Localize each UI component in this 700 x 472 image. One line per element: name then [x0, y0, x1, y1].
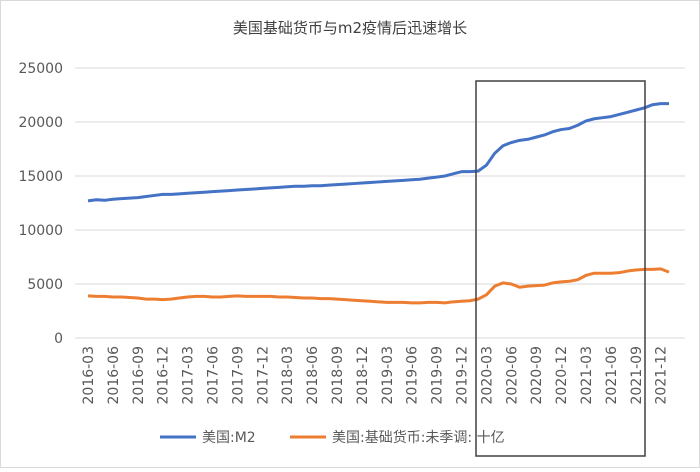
x-tick-label: 2017-12 [255, 346, 271, 405]
x-tick-label: 2018-12 [355, 346, 371, 405]
line-series [87, 267, 670, 305]
x-tick-label: 2021-03 [579, 346, 595, 405]
x-tick-label: 2020-03 [479, 346, 495, 405]
x-tick-label: 2018-09 [330, 346, 346, 405]
highlight-box [475, 80, 646, 457]
line-series [87, 102, 669, 203]
y-tick-label: 15000 [18, 169, 63, 185]
y-tick-label: 0 [54, 331, 63, 347]
x-tick-label: 2019-03 [380, 346, 396, 405]
x-tick-label: 2018-06 [305, 346, 321, 405]
legend-label: 美国:M2 [202, 430, 256, 446]
y-tick-label: 20000 [18, 115, 63, 131]
x-tick-label: 2019-09 [430, 346, 446, 405]
x-tick-label: 2016-06 [106, 346, 122, 405]
x-tick-label: 2018-03 [280, 346, 296, 405]
x-tick-label: 2020-06 [504, 346, 520, 405]
x-tick-label: 2016-09 [131, 346, 147, 405]
y-tick-label: 10000 [18, 223, 63, 239]
x-tick-label: 2016-03 [81, 346, 97, 405]
x-tick-label: 2017-09 [230, 346, 246, 405]
x-tick-label: 2020-09 [529, 346, 545, 405]
legend-label: 美国:基础货币:未季调: 十亿 [332, 429, 505, 446]
x-tick-label: 2020-12 [554, 346, 570, 405]
x-tick-label: 2019-06 [405, 346, 421, 405]
x-tick-label: 2017-03 [181, 346, 197, 405]
grid: 0 5000 10000 15000 20000 25000 2016-03 2016-06 2… [18, 61, 685, 405]
x-tick-label: 2016-12 [156, 346, 172, 405]
y-tick-label: 5000 [27, 277, 63, 293]
x-tick-label: 2021-12 [654, 346, 670, 405]
x-tick-label: 2021-06 [604, 346, 620, 405]
plot [87, 102, 670, 305]
chart-title: 美国基础货币与m2疫情后迅速增长 [233, 19, 467, 37]
x-tick-label: 2017-06 [206, 346, 222, 405]
x-tick-label: 2019-12 [455, 346, 471, 405]
y-tick-label: 25000 [18, 61, 63, 77]
legend: 美国:M2 美国:基础货币:未季调: 十亿 [160, 429, 505, 446]
x-tick-label: 2021-09 [629, 346, 645, 405]
